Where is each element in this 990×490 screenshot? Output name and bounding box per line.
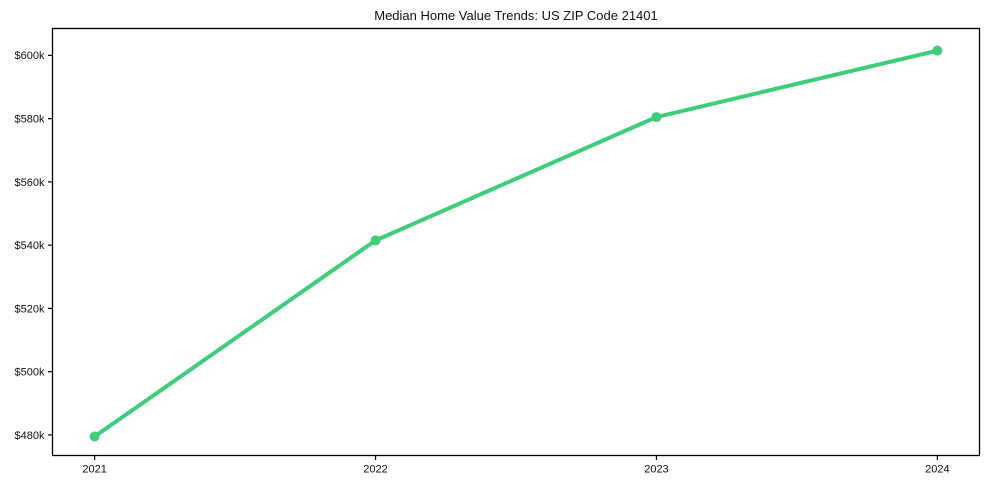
data-point-marker (651, 112, 662, 123)
y-tick-label: $600k (15, 50, 45, 62)
y-tick-label: $520k (15, 303, 45, 315)
x-tick-label: 2023 (644, 464, 668, 476)
x-tick-label: 2022 (363, 464, 387, 476)
trend-line (92, 48, 940, 439)
y-tick-label: $480k (15, 430, 45, 442)
plot-area: $480k $500k $520k $540k $560k $580k $600k 2021 2… (15, 27, 981, 476)
data-point-marker (89, 431, 100, 442)
chart-title: Median Home Value Trends: US ZIP Code 21… (374, 8, 658, 23)
y-tick-label: $560k (15, 177, 45, 189)
y-tick-label: $500k (15, 367, 45, 379)
data-point-marker (370, 235, 381, 246)
data-point-marker (932, 45, 943, 56)
x-tick-label: 2024 (925, 464, 949, 476)
x-tick-label: 2021 (82, 464, 106, 476)
y-tick-label: $540k (15, 240, 45, 252)
y-tick-label: $580k (15, 113, 45, 125)
plot-frame (51, 27, 981, 457)
